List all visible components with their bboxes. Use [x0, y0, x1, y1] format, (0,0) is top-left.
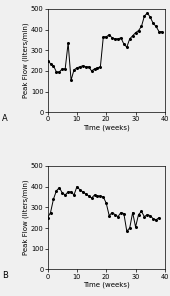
- Text: A: A: [2, 114, 7, 123]
- Y-axis label: Peak Flow (liters/min): Peak Flow (liters/min): [22, 180, 29, 255]
- Y-axis label: Peak Flow (liters/min): Peak Flow (liters/min): [22, 23, 29, 98]
- X-axis label: Time (weeks): Time (weeks): [83, 281, 130, 288]
- Text: B: B: [2, 271, 8, 280]
- X-axis label: Time (weeks): Time (weeks): [83, 125, 130, 131]
